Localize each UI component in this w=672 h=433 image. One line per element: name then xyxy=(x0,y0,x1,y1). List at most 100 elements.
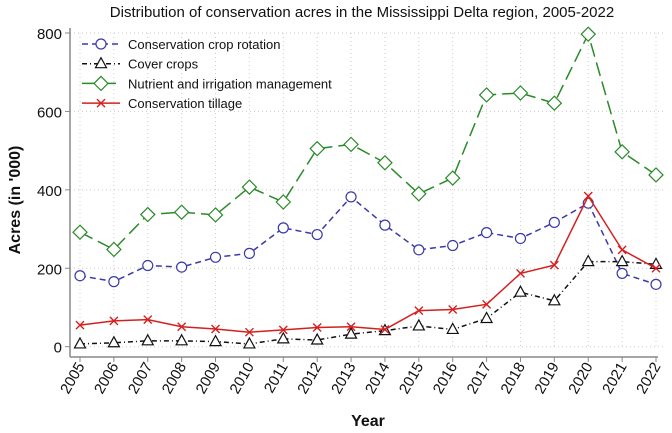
data-point-diamond xyxy=(72,224,88,241)
data-point-diamond xyxy=(512,85,529,101)
data-point-x xyxy=(380,324,390,334)
legend-marker-triangle xyxy=(94,56,108,69)
data-point-diamond xyxy=(343,136,359,153)
data-point-x xyxy=(312,322,322,332)
data-point-diamond xyxy=(377,154,393,171)
series-conservation-crop-rotation xyxy=(74,191,662,290)
data-point-circle xyxy=(616,267,628,279)
data-point-diamond xyxy=(241,179,258,195)
x-tick-label: 2017 xyxy=(464,360,495,397)
data-point-triangle xyxy=(412,318,426,331)
data-point-circle xyxy=(176,261,188,273)
chart-title: Distribution of conservation acres in th… xyxy=(110,4,614,21)
data-point-circle xyxy=(108,276,120,288)
data-point-triangle xyxy=(547,293,561,306)
data-point-diamond xyxy=(275,194,292,210)
data-point-x xyxy=(143,315,153,325)
data-point-x xyxy=(109,316,119,326)
data-point-circle xyxy=(345,191,357,203)
data-point-diamond xyxy=(444,170,461,186)
data-point-triangle xyxy=(513,284,527,297)
data-point-x xyxy=(515,268,525,278)
data-point-circle xyxy=(311,228,323,241)
x-tick-label: 2009 xyxy=(193,360,224,397)
series-cover-crops xyxy=(73,254,663,349)
x-tick-label: 2022 xyxy=(633,360,664,397)
legend-marker-x xyxy=(96,98,106,108)
data-point-diamond xyxy=(614,143,630,160)
series-line xyxy=(79,195,657,286)
data-point-x xyxy=(177,322,187,332)
data-point-triangle xyxy=(310,332,324,345)
data-point-circle xyxy=(548,216,560,228)
x-tick-label: 2005 xyxy=(57,360,88,397)
legend-label: Cover crops xyxy=(128,57,199,72)
series-line xyxy=(79,260,657,345)
data-point-x xyxy=(346,322,356,332)
data-point-triangle xyxy=(581,254,595,267)
data-point-x xyxy=(617,245,627,255)
data-point-x xyxy=(278,325,288,335)
x-tick-label: 2015 xyxy=(396,360,427,397)
data-point-x xyxy=(244,327,254,337)
data-point-diamond xyxy=(139,206,156,223)
data-point-diamond xyxy=(106,241,122,258)
data-point-x xyxy=(482,299,492,309)
x-tick-label: 2007 xyxy=(125,360,156,397)
y-tick-label: 600 xyxy=(37,104,62,121)
data-point-triangle xyxy=(344,326,358,339)
data-point-diamond xyxy=(410,185,427,202)
y-tick-label: 0 xyxy=(54,340,62,357)
data-point-triangle xyxy=(209,334,223,347)
data-point-triangle xyxy=(446,322,460,335)
series-line xyxy=(79,32,657,251)
x-tick-label: 2006 xyxy=(91,360,122,397)
x-tick-label: 2019 xyxy=(531,360,562,397)
legend-item: Conservation crop rotation xyxy=(82,37,280,52)
data-point-diamond xyxy=(648,167,664,183)
x-tick-label: 2020 xyxy=(565,360,596,397)
series-line xyxy=(79,194,657,333)
legend-label: Nutrient and irrigation management xyxy=(128,76,332,91)
data-point-diamond xyxy=(580,26,597,43)
legend-item: Nutrient and irrigation management xyxy=(82,75,332,92)
data-point-circle xyxy=(379,219,391,231)
data-point-triangle xyxy=(242,336,256,349)
legend-marker-diamond xyxy=(93,75,109,92)
data-point-diamond xyxy=(309,140,326,157)
x-tick-label: 2010 xyxy=(226,360,257,397)
data-point-circle xyxy=(209,251,222,263)
legend-marker-circle xyxy=(95,38,107,50)
data-point-x xyxy=(448,304,458,314)
data-point-diamond xyxy=(173,204,190,221)
x-tick-label: 2016 xyxy=(430,360,461,397)
y-tick-label: 200 xyxy=(37,261,62,278)
y-tick-label: 800 xyxy=(37,26,62,43)
data-point-triangle xyxy=(175,333,189,346)
series-nutrient-and-irrigation-management xyxy=(72,26,664,258)
data-point-circle xyxy=(480,226,493,239)
data-point-x xyxy=(651,263,661,273)
data-point-x xyxy=(414,306,424,316)
x-tick-label: 2011 xyxy=(261,360,292,396)
data-point-circle xyxy=(413,244,425,256)
data-point-triangle xyxy=(107,335,121,348)
legend-label: Conservation tillage xyxy=(128,96,242,111)
x-tick-label: 2014 xyxy=(362,360,393,397)
x-tick-label: 2013 xyxy=(328,360,359,397)
y-axis-label: Acres (in '000) xyxy=(7,146,24,255)
data-point-triangle xyxy=(276,331,290,344)
x-tick-label: 2021 xyxy=(599,360,630,397)
data-point-circle xyxy=(74,270,86,282)
data-point-circle xyxy=(243,247,256,259)
data-point-circle xyxy=(447,239,459,252)
data-point-x xyxy=(583,191,593,201)
data-point-triangle xyxy=(73,336,87,349)
data-point-circle xyxy=(142,259,154,272)
data-point-diamond xyxy=(478,87,495,103)
data-point-x xyxy=(549,260,559,270)
data-point-triangle xyxy=(141,333,155,346)
data-point-circle xyxy=(650,278,662,290)
data-point-circle xyxy=(514,232,527,245)
